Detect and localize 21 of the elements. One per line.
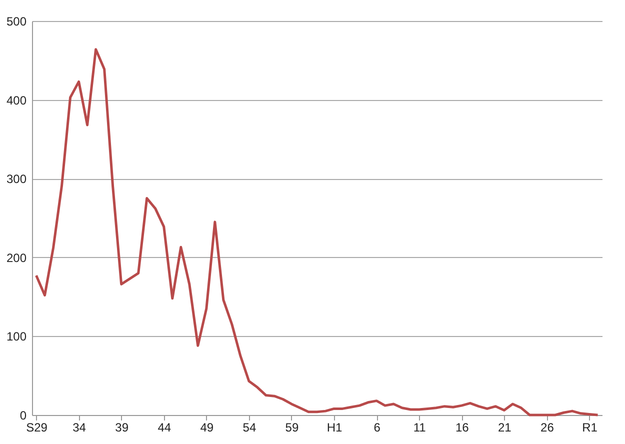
x-tick-label: 44	[158, 420, 172, 434]
x-tick-label: R1	[582, 420, 598, 434]
x-tick-label: 6	[374, 420, 381, 434]
x-tick-label: 49	[200, 420, 214, 434]
x-tick-label: 39	[115, 420, 129, 434]
x-tick-label: H1	[326, 420, 343, 434]
y-tick-label: 100	[6, 330, 27, 344]
x-tick-label: 54	[242, 420, 256, 434]
y-tick-label: 500	[6, 14, 27, 28]
x-tick-label: 21	[498, 420, 512, 434]
x-tick-label: 34	[72, 420, 86, 434]
y-tick-label: 300	[6, 172, 27, 186]
x-tick-label: S29	[26, 420, 48, 434]
x-tick-label: 11	[413, 420, 426, 434]
y-tick-label: 200	[6, 250, 27, 265]
y-tick-label: 0	[20, 408, 27, 422]
x-tick-label: 16	[455, 420, 470, 434]
line-series	[35, 48, 599, 416]
x-tick-label: 26	[540, 420, 554, 434]
y-tick-label: 400	[6, 93, 27, 108]
x-tick-label: 59	[285, 420, 299, 434]
